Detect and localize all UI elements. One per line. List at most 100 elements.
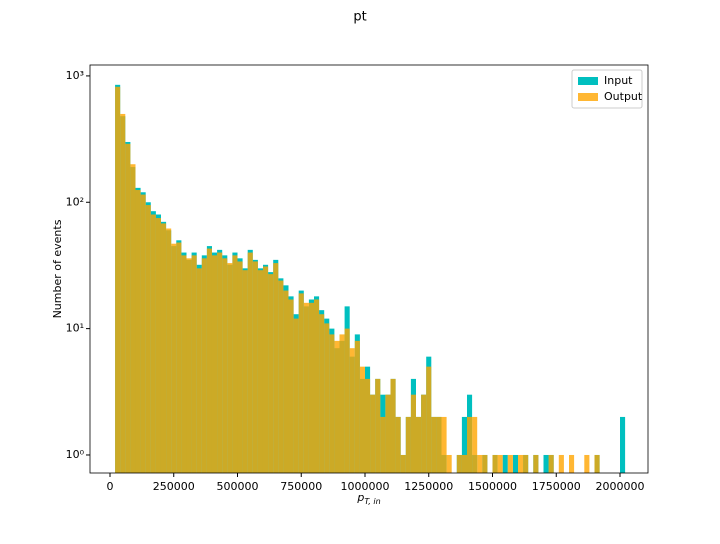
bar	[594, 454, 600, 473]
bar	[543, 454, 549, 473]
bar	[242, 270, 248, 473]
bar	[349, 348, 355, 473]
bar	[150, 214, 156, 473]
bar	[273, 263, 279, 473]
bar	[364, 378, 371, 473]
bar	[319, 314, 325, 473]
bar	[303, 302, 309, 473]
bar	[125, 143, 131, 473]
bar	[278, 280, 284, 473]
bar	[308, 302, 314, 473]
x-label-main: p	[356, 491, 364, 504]
bar	[324, 323, 330, 473]
bar	[166, 228, 172, 473]
bar	[140, 194, 146, 474]
bar	[477, 454, 483, 473]
bar	[584, 454, 590, 473]
bar	[191, 255, 197, 473]
bar	[222, 258, 228, 473]
bar	[211, 255, 218, 473]
bar	[492, 454, 498, 473]
bar	[380, 416, 386, 473]
bar	[283, 290, 289, 473]
bar	[354, 340, 360, 473]
bar	[298, 293, 304, 473]
bar	[329, 334, 335, 473]
bar	[181, 255, 187, 473]
x-tick-label: 0	[106, 480, 113, 493]
legend-swatch	[578, 93, 598, 101]
y-tick-label: 10²	[66, 195, 84, 208]
bar	[385, 394, 391, 473]
bar	[176, 242, 182, 473]
x-tick-label: 250000	[153, 480, 195, 493]
bar	[186, 258, 192, 473]
bar	[426, 366, 432, 473]
x-tick-label: 1750000	[532, 480, 581, 493]
bar	[568, 454, 575, 473]
bar	[558, 454, 564, 473]
bar	[507, 454, 513, 473]
bar	[155, 218, 161, 473]
bar	[252, 261, 258, 473]
bar	[160, 223, 167, 473]
bar	[421, 394, 427, 473]
bar	[405, 416, 411, 473]
bar	[410, 394, 416, 473]
x-axis-label: pT, in	[356, 491, 380, 506]
x-tick-label: 1000000	[340, 480, 389, 493]
bar	[115, 86, 121, 473]
bar	[196, 268, 202, 473]
legend-label: Input	[604, 74, 633, 87]
bar	[217, 252, 223, 473]
y-tick-label: 10¹	[66, 322, 84, 335]
bar	[523, 454, 529, 473]
x-tick-label: 2000000	[596, 480, 645, 493]
bar	[502, 454, 508, 473]
bar	[334, 340, 340, 473]
y-axis-label: Number of events	[51, 219, 64, 318]
bar	[339, 334, 345, 473]
legend-label: Output	[604, 90, 643, 103]
bar	[441, 416, 447, 473]
bar	[533, 454, 539, 473]
bar	[461, 454, 467, 473]
bar	[466, 416, 473, 473]
chart-title: pt	[353, 10, 366, 25]
x-tick-label: 500000	[216, 480, 258, 493]
legend-swatch	[578, 77, 598, 85]
bar	[620, 416, 626, 473]
bar	[390, 378, 396, 473]
bar	[247, 252, 253, 473]
bar	[482, 454, 488, 473]
bar	[313, 299, 320, 473]
bar	[130, 164, 136, 474]
x-label-sub: T, in	[364, 497, 380, 506]
bar	[288, 299, 294, 473]
bar	[415, 416, 422, 473]
bar	[232, 255, 238, 473]
bar	[436, 416, 442, 473]
bar	[268, 274, 274, 473]
bar	[227, 263, 233, 473]
bar	[120, 113, 126, 474]
bar	[237, 261, 243, 473]
plot-frame	[89, 64, 649, 474]
bar	[548, 454, 554, 473]
bar	[461, 416, 467, 473]
bar	[456, 454, 462, 473]
bar	[293, 318, 299, 473]
x-tick-label: 1250000	[404, 480, 453, 493]
x-tick-label: 750000	[280, 480, 322, 493]
bar	[472, 416, 478, 473]
x-tick-label: 1500000	[468, 480, 517, 493]
bar	[206, 248, 212, 473]
bar	[395, 416, 401, 473]
bar	[517, 454, 524, 473]
bar	[370, 394, 376, 473]
bar	[344, 328, 350, 473]
bar	[512, 454, 518, 473]
bar	[257, 270, 263, 473]
bar	[359, 366, 365, 473]
